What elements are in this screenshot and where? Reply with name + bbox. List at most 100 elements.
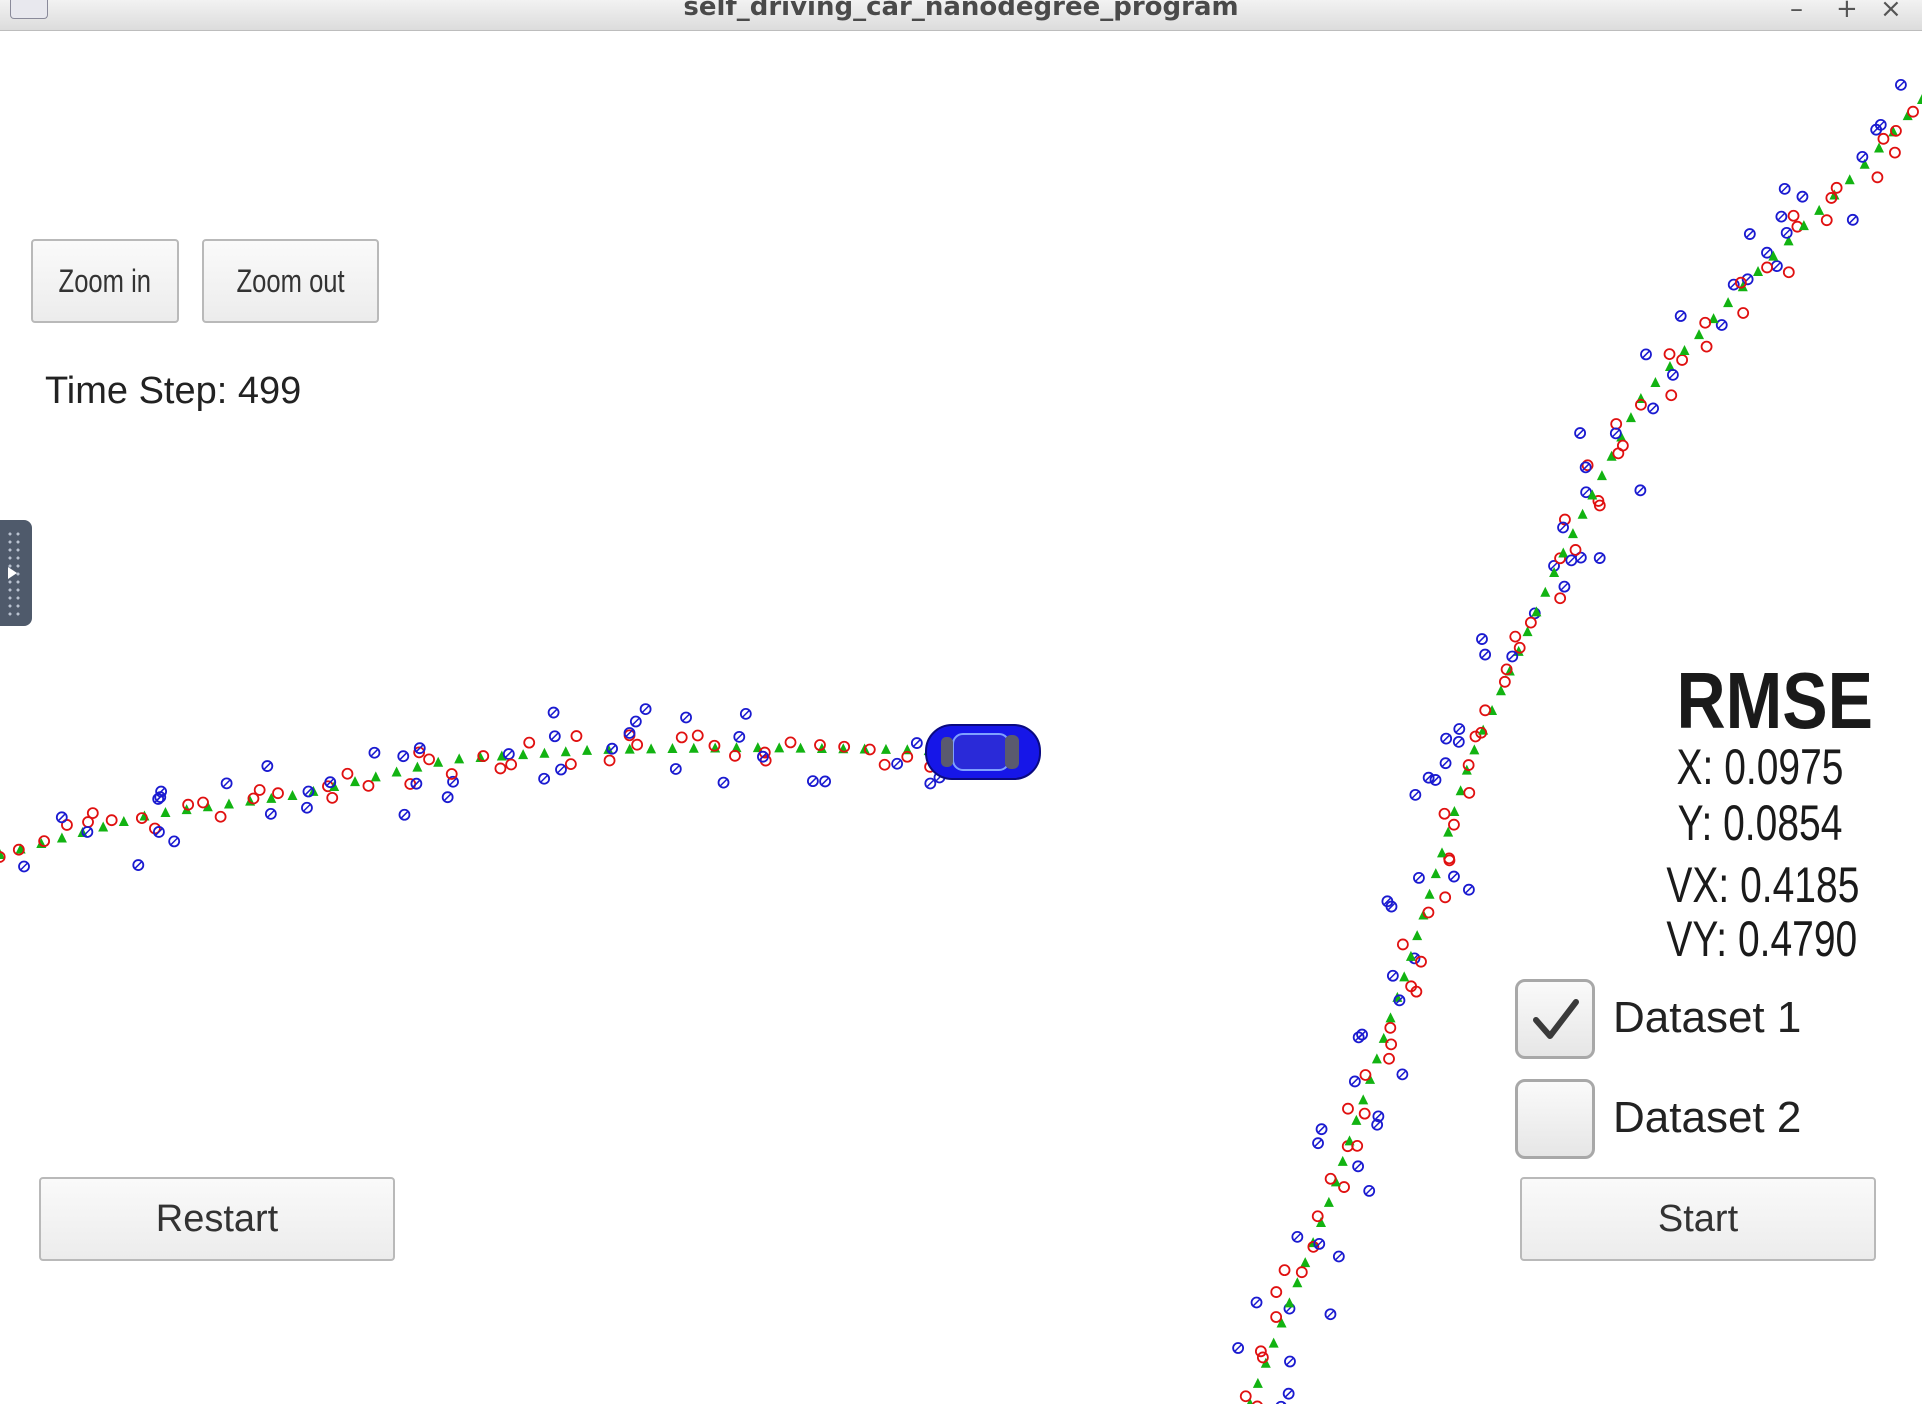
estimate-marker [1596, 470, 1607, 481]
lidar-marker [135, 812, 148, 824]
estimate-marker [1284, 1297, 1295, 1308]
estimate-marker [1469, 744, 1480, 755]
estimate-marker [1371, 1053, 1382, 1064]
radar-marker [1846, 213, 1859, 226]
radar-marker [410, 777, 423, 790]
radar-marker [1282, 1387, 1295, 1400]
lidar-marker [1616, 439, 1629, 452]
estimate-marker [1917, 94, 1922, 104]
lidar-marker [1443, 854, 1456, 867]
estimate-marker [1844, 174, 1855, 185]
estimate-marker [118, 815, 129, 826]
estimate-marker [1385, 1012, 1396, 1023]
lidar-marker [362, 779, 375, 792]
lidar-marker [12, 843, 25, 856]
radar-marker [1422, 771, 1435, 784]
radar-marker [81, 826, 94, 838]
lidar-marker [1559, 513, 1571, 526]
lidar-marker [1889, 146, 1901, 159]
restart-label: Restart [155, 1197, 279, 1240]
lidar-marker [1890, 124, 1902, 137]
window-menu-icon[interactable] [10, 0, 48, 19]
radar-marker [1796, 190, 1809, 203]
radar-marker [1452, 735, 1465, 748]
radar-marker [1348, 1075, 1361, 1088]
zoom-out-label: Zoom out [236, 262, 345, 299]
radar-marker [132, 859, 145, 871]
estimate-marker [752, 742, 763, 753]
radar-marker [1440, 732, 1453, 745]
radar-marker [1372, 1110, 1385, 1123]
start-button[interactable]: Start [1520, 1177, 1876, 1261]
zoom-in-button[interactable]: Zoom in [31, 239, 179, 323]
radar-marker [806, 775, 819, 788]
estimate-marker [433, 756, 444, 767]
lidar-marker [1593, 499, 1606, 512]
restart-button[interactable]: Restart [39, 1177, 395, 1261]
radar-marker [1479, 648, 1492, 661]
zoom-out-button[interactable]: Zoom out [202, 239, 379, 323]
estimate-marker [1567, 528, 1578, 539]
radar-marker [669, 763, 682, 775]
lidar-marker [784, 736, 797, 749]
estimate-marker [688, 742, 699, 753]
estimate-marker [1859, 158, 1870, 169]
estimate-marker [1412, 930, 1423, 941]
dataset-1-checkbox[interactable] [1515, 979, 1595, 1059]
minimize-icon[interactable]: – [1790, 0, 1803, 24]
lidar-marker [708, 739, 721, 752]
lidar-marker [1554, 592, 1567, 605]
radar-marker [1778, 182, 1791, 195]
radar-marker [1761, 246, 1773, 259]
estimate-marker [1531, 606, 1542, 617]
maximize-icon[interactable]: + [1836, 0, 1858, 24]
lidar-marker [494, 762, 507, 775]
time-step-label: Time Step: 499 [45, 370, 302, 412]
lidar-marker [1462, 759, 1475, 771]
estimate-marker [731, 742, 742, 753]
radar-marker [1647, 402, 1660, 415]
estimate-marker [1292, 1277, 1303, 1288]
lidar-marker [878, 758, 891, 771]
lidar-marker [1338, 1181, 1350, 1193]
radar-marker [1324, 1308, 1337, 1321]
radar-marker [1315, 1123, 1328, 1136]
radar-marker [1609, 427, 1622, 440]
radar-marker [1715, 319, 1728, 331]
side-panel-handle[interactable] [0, 520, 32, 626]
lidar-marker [1830, 181, 1843, 194]
estimate-marker [266, 792, 277, 803]
simulation-canvas[interactable] [0, 31, 1922, 1404]
estimate-marker [1558, 547, 1569, 558]
radar-marker [413, 742, 426, 755]
radar-marker [1386, 969, 1399, 982]
play-arrow-icon [8, 567, 17, 579]
estimate-marker [1783, 235, 1794, 246]
lidar-marker [38, 835, 51, 848]
estimate-marker [454, 753, 465, 764]
lidar-marker [1307, 1240, 1320, 1253]
radar-marker [1634, 484, 1647, 497]
lidar-marker [1825, 192, 1838, 204]
lidar-marker [1385, 1038, 1398, 1051]
radar-marker [639, 703, 652, 716]
estimate-marker [1260, 1357, 1271, 1368]
radar-marker [1363, 1184, 1376, 1197]
close-icon[interactable]: × [1880, 0, 1902, 24]
radar-marker [168, 835, 181, 848]
estimate-marker [1650, 377, 1661, 388]
radar-marker [1640, 348, 1652, 361]
dataset-2-checkbox[interactable] [1515, 1079, 1595, 1159]
lidar-marker [1871, 171, 1884, 184]
estimate-marker [1577, 508, 1588, 519]
estimate-marker [1625, 412, 1636, 423]
radar-marker [1332, 1250, 1345, 1263]
radar-marker [1506, 650, 1519, 663]
radar-marker [1574, 427, 1586, 439]
estimate-marker [1679, 345, 1690, 356]
radar-marker [717, 776, 730, 789]
radar-marker [1557, 521, 1569, 534]
lidar-marker [86, 807, 99, 819]
lidar-marker [1295, 1266, 1308, 1279]
estimate-marker [1495, 685, 1506, 696]
